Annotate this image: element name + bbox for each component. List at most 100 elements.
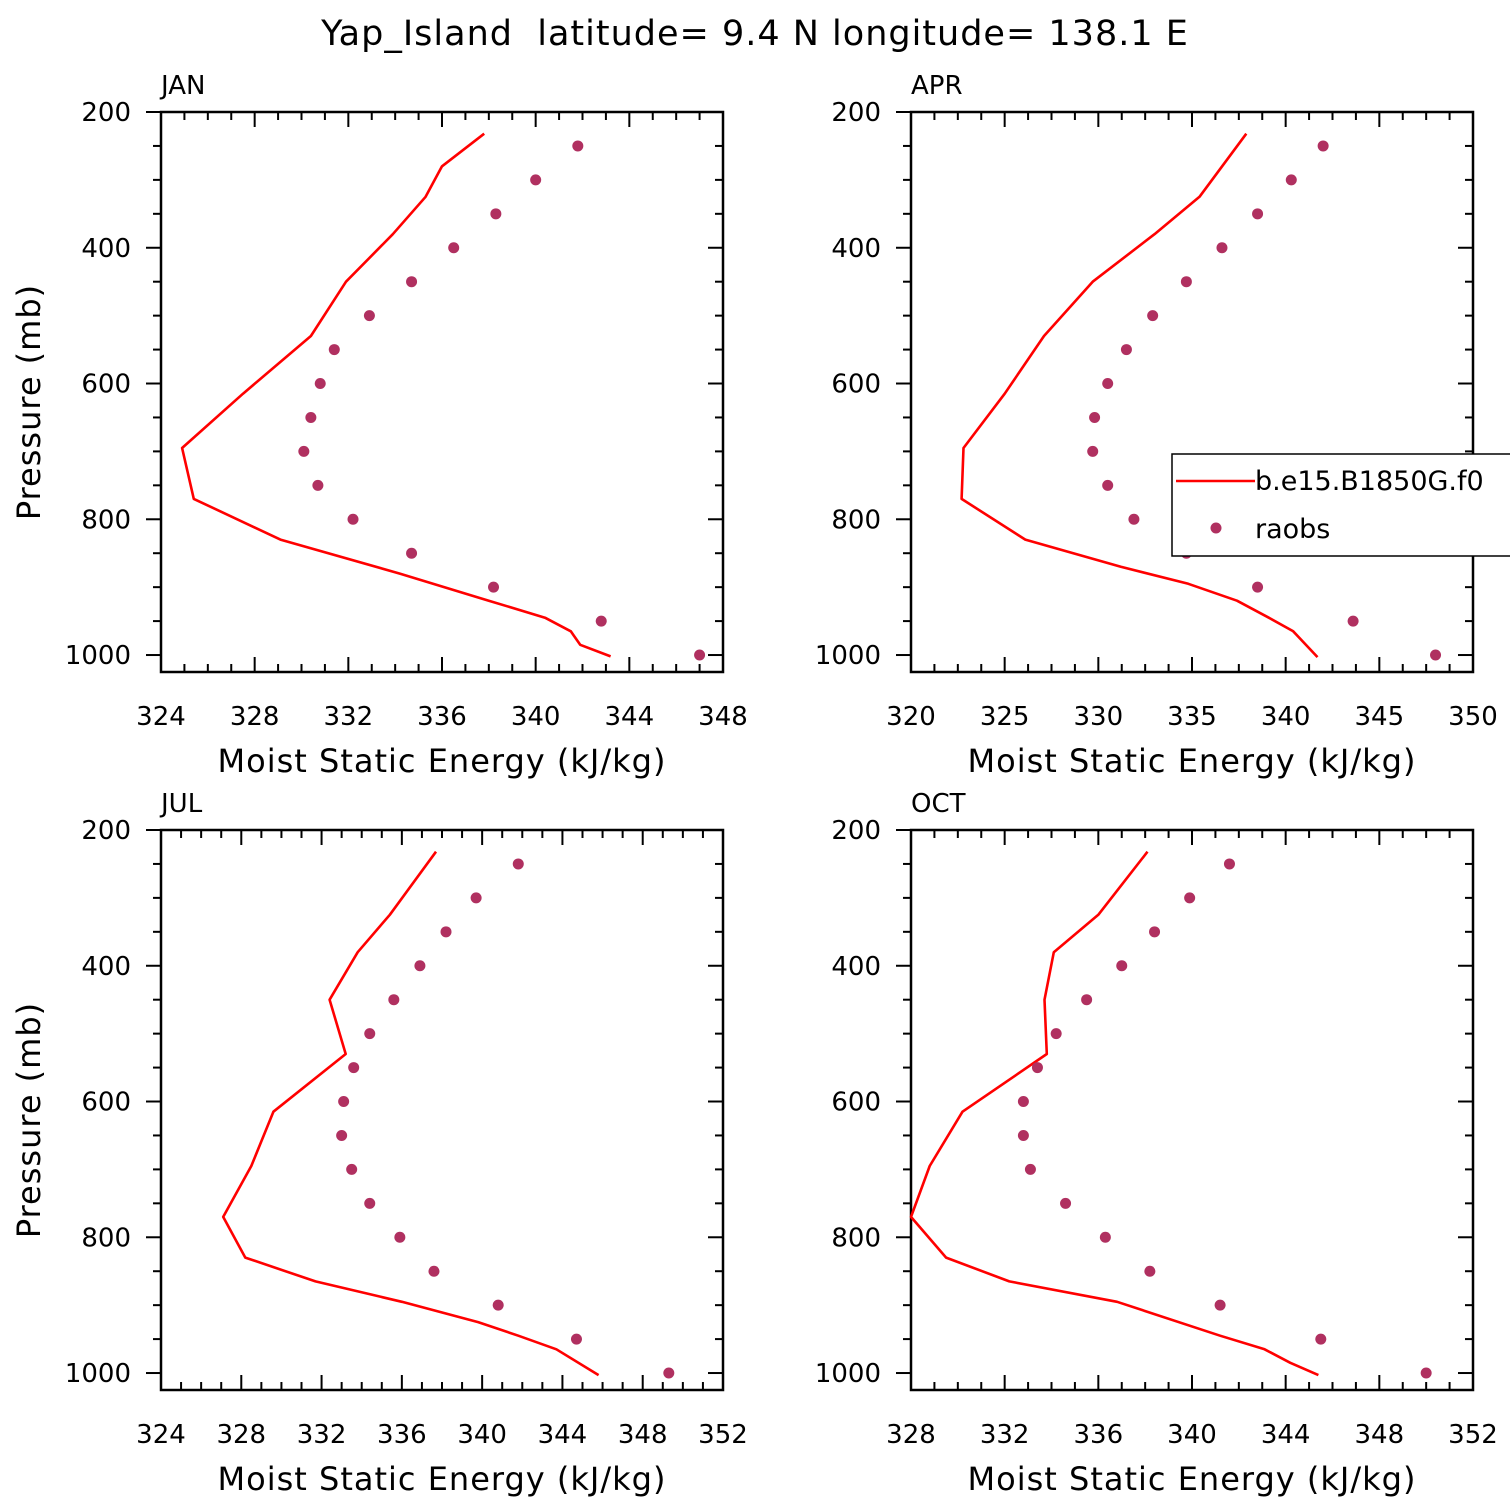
obs-point <box>1031 1062 1043 1074</box>
x-axis-label: Moist Static Energy (kJ/kg) <box>968 1460 1417 1498</box>
x-tick-label: 348 <box>618 1420 668 1450</box>
y-axis-label: Pressure (mb) <box>10 284 48 520</box>
x-tick-label: 320 <box>886 702 936 732</box>
obs-point <box>490 208 502 220</box>
y-tick-label: 200 <box>831 98 881 128</box>
y-tick-label: 200 <box>81 98 131 128</box>
legend-box <box>1171 453 1510 557</box>
x-tick-label: 340 <box>1261 702 1311 732</box>
x-tick-label: 344 <box>605 702 655 732</box>
plot-frame <box>909 110 1475 674</box>
obs-point <box>388 994 400 1006</box>
x-tick-label: 330 <box>1074 702 1124 732</box>
x-axis-label: Moist Static Energy (kJ/kg) <box>218 742 667 780</box>
obs-point <box>570 1333 582 1345</box>
y-tick-label: 200 <box>831 816 881 846</box>
obs-point <box>406 547 418 559</box>
obs-point <box>328 344 340 356</box>
obs-point <box>1180 276 1192 288</box>
x-tick-label: 340 <box>511 702 561 732</box>
legend-entry-obs: raobs <box>1255 514 1330 545</box>
plot-frame <box>159 828 725 1392</box>
y-tick-label: 800 <box>831 1223 881 1253</box>
obs-point <box>1184 892 1196 904</box>
model-line <box>180 132 612 658</box>
obs-point <box>347 513 359 525</box>
x-tick-label: 344 <box>1261 1420 1311 1450</box>
y-tick-label: 400 <box>831 234 881 264</box>
panel-jul: JUL 324 328 332 336 340 344 348 352 200 400 600 800 1… <box>10 789 748 1498</box>
obs-point <box>338 1096 350 1108</box>
x-tick-label: 336 <box>377 1420 427 1450</box>
obs-point <box>298 445 310 457</box>
x-tick-label: 336 <box>417 702 467 732</box>
obs-point <box>1430 649 1442 661</box>
panel-label: JUL <box>159 789 203 819</box>
obs-point <box>406 276 418 288</box>
obs-point <box>492 1299 504 1311</box>
y-tick-label: 200 <box>81 816 131 846</box>
x-tick-label: 332 <box>324 702 374 732</box>
panel-apr: APR 320 325 330 335 340 345 350 200 400 600 800 1000… <box>815 71 1498 780</box>
obs-point <box>1216 242 1228 254</box>
y-tick-label: 1000 <box>65 1359 131 1389</box>
panels: JAN 324 328 332 336 340 344 348 200 400 600 800 1000… <box>10 71 1498 1498</box>
x-tick-label: 324 <box>136 1420 186 1450</box>
y-tick-label: 1000 <box>815 641 881 671</box>
y-tick-label: 600 <box>81 1088 131 1118</box>
obs-point <box>364 1028 376 1040</box>
obs-point <box>1060 1197 1072 1209</box>
obs-point <box>336 1129 348 1141</box>
y-tick-label: 600 <box>831 1088 881 1118</box>
x-tick-label: 328 <box>230 702 280 732</box>
figure-title: Yap_Island latitude= 9.4 N longitude= 13… <box>320 14 1189 54</box>
y-tick-label: 1000 <box>65 641 131 671</box>
obs-point <box>1017 1129 1029 1141</box>
obs-point <box>314 378 326 390</box>
obs-point <box>1285 174 1297 186</box>
x-axis-label: Moist Static Energy (kJ/kg) <box>968 742 1417 780</box>
x-tick-label: 345 <box>1355 702 1405 732</box>
obs-point <box>1252 581 1264 593</box>
obs-point <box>1017 1096 1029 1108</box>
y-tick-label: 400 <box>831 952 881 982</box>
obs-point <box>470 892 482 904</box>
x-tick-label: 340 <box>457 1420 507 1450</box>
obs-point <box>1081 994 1093 1006</box>
panel-oct: OCT 328 332 336 340 344 348 352 200 400 600 800 1000… <box>815 789 1498 1498</box>
x-tick-label: 328 <box>886 1420 936 1450</box>
obs-point <box>1116 960 1128 972</box>
y-tick-label: 400 <box>81 234 131 264</box>
obs-point <box>1317 140 1329 152</box>
obs-point <box>488 581 500 593</box>
x-tick-label: 325 <box>980 702 1030 732</box>
obs-point <box>1089 411 1101 423</box>
obs-point <box>305 411 317 423</box>
panel-jan: JAN 324 328 332 336 340 344 348 200 400 600 800 1000… <box>10 71 748 780</box>
obs-point <box>1024 1163 1036 1175</box>
obs-point <box>346 1163 358 1175</box>
x-tick-label: 335 <box>1167 702 1217 732</box>
obs-point <box>1102 378 1114 390</box>
legend-marker-swatch <box>1210 522 1222 534</box>
obs-point <box>348 1062 360 1074</box>
y-tick-label: 600 <box>81 370 131 400</box>
y-axis-label: Pressure (mb) <box>10 1002 48 1238</box>
legend: b.e15.B1850G.f0 raobs <box>1171 453 1510 557</box>
x-tick-label: 348 <box>698 702 748 732</box>
x-tick-label: 332 <box>980 1420 1030 1450</box>
x-tick-label: 348 <box>1355 1420 1405 1450</box>
obs-point <box>1144 1265 1156 1277</box>
y-tick-label: 1000 <box>815 1359 881 1389</box>
plot-frame <box>909 828 1475 1392</box>
obs-point <box>1149 926 1161 938</box>
obs-point <box>428 1265 440 1277</box>
obs-point <box>1252 208 1264 220</box>
obs-point <box>364 1197 376 1209</box>
obs-point <box>512 858 524 870</box>
y-tick-label: 800 <box>81 1223 131 1253</box>
obs-point <box>1087 445 1099 457</box>
y-tick-label: 600 <box>831 370 881 400</box>
obs-point <box>530 174 542 186</box>
